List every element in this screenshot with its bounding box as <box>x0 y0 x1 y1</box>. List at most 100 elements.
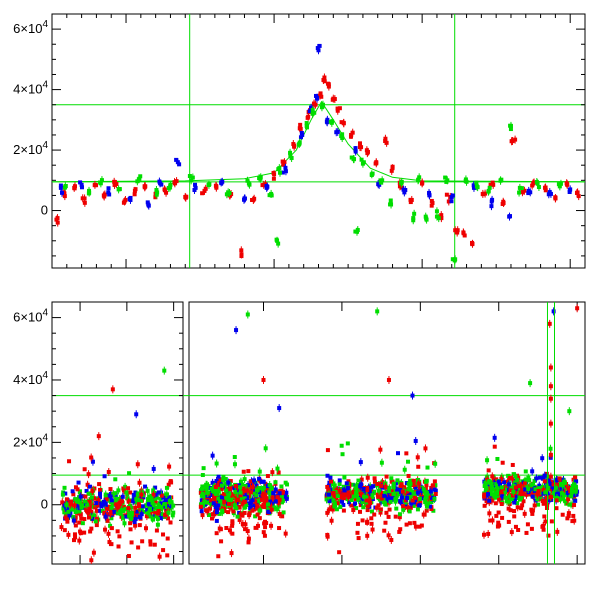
data-point <box>77 520 82 525</box>
data-point <box>273 499 278 504</box>
data-point <box>335 501 340 506</box>
data-point <box>370 493 375 498</box>
data-point <box>524 477 529 482</box>
data-point <box>129 517 134 522</box>
data-point <box>397 529 402 534</box>
data-point <box>342 475 347 480</box>
data-point <box>357 141 362 146</box>
data-point <box>540 476 545 481</box>
data-point <box>223 476 228 481</box>
data-point <box>494 513 499 518</box>
data-point <box>137 176 142 181</box>
data-point <box>364 495 369 500</box>
data-point <box>361 505 366 510</box>
data-point <box>277 406 282 411</box>
data-point <box>365 488 370 493</box>
data-point <box>134 412 139 417</box>
data-point <box>374 505 379 510</box>
data-point <box>86 515 91 520</box>
data-point <box>273 480 278 485</box>
data-point <box>72 503 77 508</box>
data-point <box>280 159 285 164</box>
data-point <box>289 156 294 161</box>
data-point <box>364 498 369 503</box>
data-point <box>133 517 138 522</box>
data-point <box>355 228 360 233</box>
data-point <box>546 533 551 538</box>
data-point <box>135 492 140 497</box>
data-point <box>508 214 513 219</box>
data-point <box>401 504 406 509</box>
data-point <box>159 507 164 512</box>
data-point <box>520 503 525 508</box>
data-point <box>351 508 356 513</box>
data-point <box>400 489 405 494</box>
data-point <box>432 496 437 501</box>
data-point <box>412 500 417 505</box>
data-point <box>280 514 285 519</box>
data-point <box>268 498 273 503</box>
data-point <box>155 511 160 516</box>
data-point <box>443 175 448 180</box>
data-point <box>509 496 514 501</box>
data-point <box>239 496 244 501</box>
data-point <box>495 487 500 492</box>
data-point <box>532 503 537 508</box>
data-point <box>212 496 217 501</box>
data-point <box>271 170 276 175</box>
data-point <box>503 495 508 500</box>
data-point <box>423 479 428 484</box>
data-point <box>205 509 210 514</box>
data-point <box>277 512 282 517</box>
data-point <box>264 521 269 526</box>
data-point <box>200 486 205 491</box>
data-point <box>548 474 553 479</box>
data-point <box>509 530 514 535</box>
data-point <box>241 522 246 527</box>
data-point <box>216 554 221 559</box>
data-point <box>115 505 120 510</box>
data-point <box>540 456 545 461</box>
data-point <box>203 186 208 191</box>
data-point <box>121 508 126 513</box>
data-point <box>112 509 117 514</box>
data-point <box>261 377 266 382</box>
data-point <box>352 503 357 508</box>
data-point <box>241 486 246 491</box>
data-point <box>232 462 237 467</box>
data-point <box>98 180 103 185</box>
data-point <box>374 161 379 166</box>
data-point <box>554 506 559 511</box>
data-point <box>274 237 279 242</box>
data-point <box>259 497 264 502</box>
data-point <box>148 539 153 544</box>
data-point <box>140 504 145 509</box>
data-point <box>453 257 458 262</box>
data-point <box>223 482 228 487</box>
data-point <box>121 515 126 520</box>
data-point <box>509 139 514 144</box>
data-point <box>322 79 327 84</box>
data-point <box>494 477 499 482</box>
data-point <box>288 150 293 155</box>
data-point <box>124 490 129 495</box>
data-point <box>365 533 370 538</box>
data-point <box>423 446 428 451</box>
data-point <box>98 491 103 496</box>
data-point <box>365 475 370 480</box>
data-point <box>518 490 523 495</box>
data-point <box>350 482 355 487</box>
data-point <box>87 512 92 517</box>
data-point <box>242 477 247 482</box>
data-point <box>106 531 111 536</box>
data-point <box>259 487 264 492</box>
data-point <box>548 384 553 389</box>
data-point <box>151 492 156 497</box>
data-point <box>217 480 222 485</box>
data-point <box>137 504 142 509</box>
data-point <box>250 485 255 490</box>
data-point <box>261 502 266 507</box>
data-point <box>550 485 555 490</box>
data-point <box>137 523 142 528</box>
data-point <box>187 174 192 179</box>
